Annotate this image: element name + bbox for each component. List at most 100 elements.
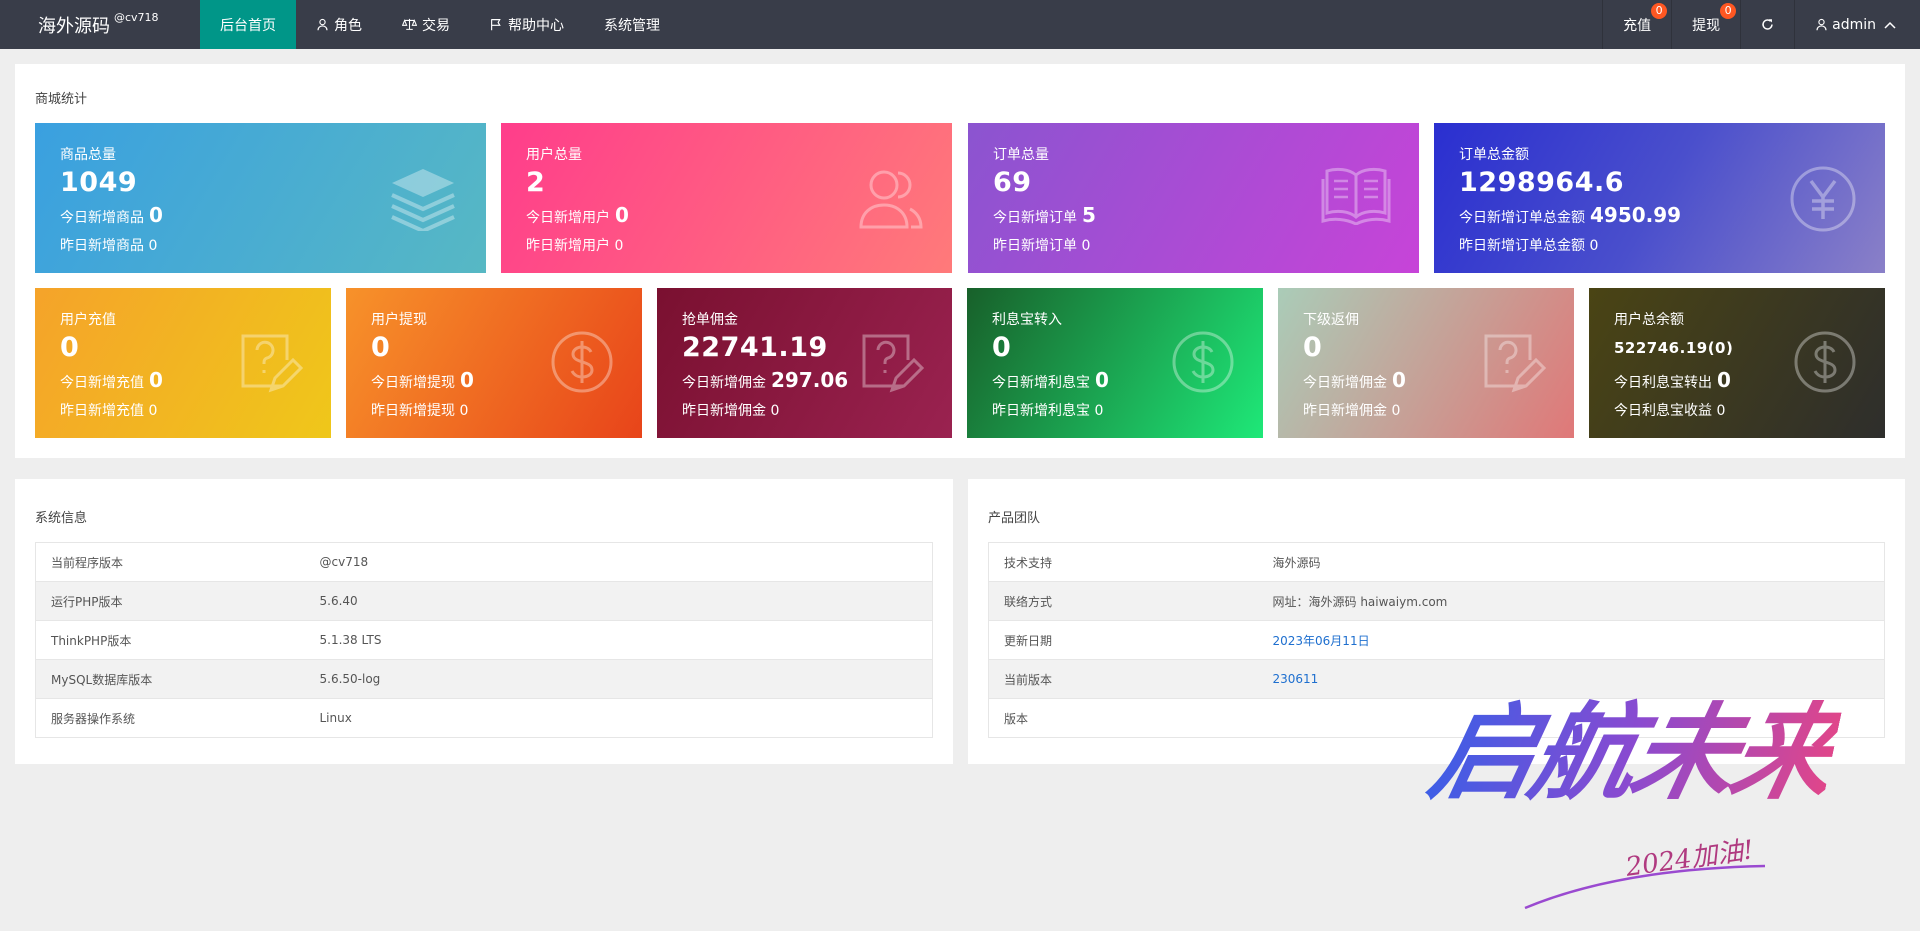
- table-row: 技术支持 海外源码: [988, 542, 1885, 582]
- update-date-link[interactable]: 2023年06月11日: [1257, 620, 1885, 660]
- row-key: 服务器操作系统: [35, 698, 305, 738]
- row-value: 5.1.38 LTS: [304, 620, 933, 660]
- stat-value: 0: [1303, 332, 1323, 363]
- stat-today-label: 今日新增充值: [60, 375, 144, 391]
- stat-today: 今日新增充值 0: [60, 368, 163, 392]
- nav-system-label: 系统管理: [604, 17, 660, 34]
- row-key: MySQL数据库版本: [35, 659, 305, 699]
- row-key: 技术支持: [988, 542, 1258, 582]
- stat-value: 522746.19(0): [1614, 339, 1734, 357]
- row-value: 5.6.50-log: [304, 659, 933, 699]
- stat-today: 今日新增订单总金额 4950.99: [1459, 203, 1681, 227]
- stat-card-rebate: 下级返佣 0 今日新增佣金 0 昨日新增佣金 0: [1278, 288, 1574, 438]
- stat-today-value: 0: [1717, 368, 1731, 392]
- layers-icon: [391, 169, 455, 231]
- stat-card-orders: 订单总量 69 今日新增订单 5 昨日新增订单 0: [968, 123, 1419, 273]
- stat-today-value: 0: [460, 368, 474, 392]
- nav-home[interactable]: 后台首页: [200, 0, 296, 49]
- help-note-icon: [241, 334, 303, 393]
- stat-today-label: 今日新增商品: [60, 210, 144, 226]
- table-row: 更新日期 2023年06月11日: [988, 620, 1885, 660]
- stat-value: 69: [993, 167, 1032, 198]
- panel-title: 产品团队: [988, 511, 1041, 526]
- row-key: 当前程序版本: [35, 542, 305, 582]
- user-name: admin: [1832, 16, 1876, 33]
- recharge-label: 充值: [1623, 17, 1652, 34]
- brand-sup: @cv718: [114, 11, 159, 24]
- stat-value: 2: [526, 167, 546, 198]
- refresh-button[interactable]: [1740, 0, 1794, 49]
- stat-today: 今日新增用户 0: [526, 203, 629, 227]
- stat-today-value: 0: [1392, 368, 1406, 392]
- table-row: MySQL数据库版本 5.6.50-log: [35, 659, 933, 699]
- panel-title: 商城统计: [35, 92, 88, 107]
- nav-roles[interactable]: 角色: [296, 0, 382, 49]
- nav-trade[interactable]: 交易: [382, 0, 470, 49]
- withdraw-badge: 0: [1720, 3, 1737, 19]
- top-navbar: 海外源码 @cv718 后台首页 角色 交易 帮助中心 系统管理 充值 0 提现…: [0, 0, 1920, 49]
- stat-today-label: 今日新增用户: [526, 210, 610, 226]
- brand[interactable]: 海外源码 @cv718: [0, 0, 200, 49]
- stat-today-label: 今日新增佣金: [1303, 375, 1387, 391]
- help-note-icon: [862, 334, 924, 393]
- stat-yesterday: 昨日新增充值 0: [60, 403, 158, 419]
- stat-yesterday: 昨日新增佣金 0: [682, 403, 780, 419]
- row-key: 版本: [988, 698, 1258, 738]
- user-menu[interactable]: admin: [1794, 0, 1920, 49]
- row-value: @cv718: [304, 542, 933, 582]
- stat-today-value: 0: [149, 203, 163, 227]
- stat-yesterday: 昨日新增提现 0: [371, 403, 469, 419]
- main-nav: 后台首页 角色 交易 帮助中心 系统管理: [200, 0, 680, 49]
- stat-today: 今日新增提现 0: [371, 368, 474, 392]
- table-row: 运行PHP版本 5.6.40: [35, 581, 933, 621]
- stat-card-commission: 抢单佣金 22741.19 今日新增佣金 297.06 昨日新增佣金 0: [657, 288, 952, 438]
- book-icon: [1321, 167, 1391, 225]
- stat-today-value: 0: [149, 368, 163, 392]
- table-row: 联络方式 网址：海外源码 haiwaiym.com: [988, 581, 1885, 621]
- recharge-badge: 0: [1651, 3, 1668, 19]
- row-value: [1257, 698, 1885, 738]
- nav-home-label: 后台首页: [220, 17, 276, 34]
- stat-card-total-balance: 用户总余额 522746.19(0) 今日利息宝转出 0 今日利息宝收益 0: [1589, 288, 1885, 438]
- stat-today-label: 今日利息宝转出: [1614, 375, 1712, 391]
- refresh-icon: [1762, 19, 1773, 30]
- nav-help[interactable]: 帮助中心: [470, 0, 584, 49]
- stat-today-label: 今日新增提现: [371, 375, 455, 391]
- stat-title: 用户总余额: [1614, 312, 1684, 328]
- user-icon: [1816, 18, 1827, 31]
- product-team-table: 技术支持 海外源码 联络方式 网址：海外源码 haiwaiym.com 更新日期 20…: [988, 542, 1885, 738]
- version-link[interactable]: 230611: [1257, 659, 1885, 699]
- stat-title: 用户总量: [526, 147, 582, 163]
- stat-today: 今日新增订单 5: [993, 203, 1096, 227]
- nav-roles-label: 角色: [334, 17, 362, 34]
- stat-title: 用户提现: [371, 312, 427, 328]
- dollar-icon: [1172, 331, 1234, 393]
- stat-value: 1049: [60, 167, 138, 198]
- stat-yesterday: 昨日新增订单总金额 0: [1459, 238, 1599, 254]
- stat-card-interest-in: 利息宝转入 0 今日新增利息宝 0 昨日新增利息宝 0: [967, 288, 1263, 438]
- recharge-button[interactable]: 充值 0: [1602, 0, 1671, 49]
- stat-title: 用户充值: [60, 312, 116, 328]
- stat-title: 下级返佣: [1303, 312, 1359, 328]
- row-key: ThinkPHP版本: [35, 620, 305, 660]
- stat-today-value: 4950.99: [1590, 203, 1682, 227]
- stat-today-value: 0: [615, 203, 629, 227]
- stat-card-withdraw: 用户提现 0 今日新增提现 0 昨日新增提现 0: [346, 288, 642, 438]
- brand-name: 海外源码: [38, 15, 110, 37]
- nav-system[interactable]: 系统管理: [584, 0, 680, 49]
- withdraw-button[interactable]: 提现 0: [1671, 0, 1740, 49]
- stat-today-value: 297.06: [771, 368, 849, 392]
- stat-today-value: 0: [1095, 368, 1109, 392]
- withdraw-label: 提现: [1692, 17, 1721, 34]
- stat-value: 22741.19: [682, 332, 828, 363]
- stat-today: 今日新增佣金 297.06: [682, 368, 848, 392]
- row-value: 5.6.40: [304, 581, 933, 621]
- stat-today-label: 今日新增利息宝: [992, 375, 1090, 391]
- stat-title: 商品总量: [60, 147, 116, 163]
- panel-title: 系统信息: [35, 511, 88, 526]
- stat-value: 0: [992, 332, 1012, 363]
- stat-today-label: 今日新增订单: [993, 210, 1077, 226]
- table-row: 当前程序版本 @cv718: [35, 542, 933, 582]
- scale-icon: [402, 18, 417, 30]
- stat-title: 订单总金额: [1459, 147, 1529, 163]
